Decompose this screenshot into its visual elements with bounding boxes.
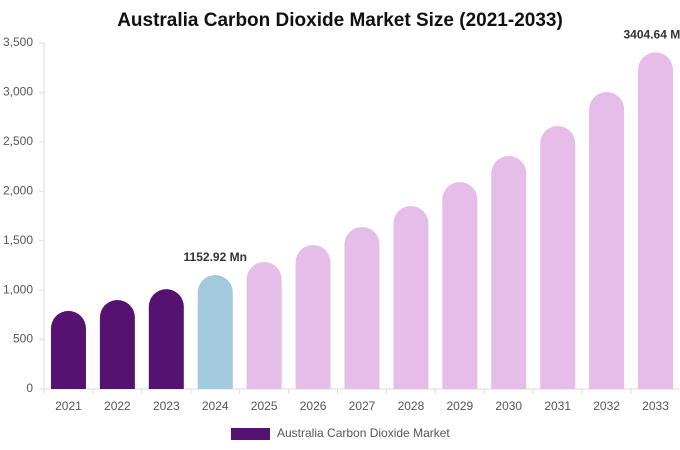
x-tick-label: 2026 [300, 399, 327, 413]
y-tick-label: 1,000 [3, 282, 33, 296]
legend-label: Australia Carbon Dioxide Market [277, 426, 450, 440]
bar [393, 206, 429, 389]
bar [99, 300, 135, 389]
y-tick-label: 3,500 [3, 35, 33, 49]
bar [442, 181, 478, 389]
y-tick-label: 2,000 [3, 183, 33, 197]
bar [50, 310, 86, 389]
x-tick-label: 2031 [544, 399, 571, 413]
x-tick-label: 2022 [104, 399, 131, 413]
bar [197, 275, 233, 389]
x-tick-label: 2021 [55, 399, 82, 413]
x-tick-label: 2027 [349, 399, 376, 413]
bar [295, 244, 331, 389]
x-tick-label: 2028 [398, 399, 425, 413]
x-tick-label: 2029 [446, 399, 473, 413]
x-tick-label: 2025 [251, 399, 278, 413]
x-tick-label: 2033 [642, 399, 669, 413]
bar [148, 289, 184, 389]
y-tick-label: 2,500 [3, 134, 33, 148]
y-tick-label: 1,500 [3, 233, 33, 247]
bar [638, 52, 674, 390]
x-tick-label: 2023 [153, 399, 180, 413]
x-tick-label: 2030 [495, 399, 522, 413]
chart-title: Australia Carbon Dioxide Market Size (20… [117, 10, 563, 31]
y-tick-label: 500 [13, 332, 33, 346]
x-tick-label: 2024 [202, 399, 229, 413]
y-tick-label: 0 [26, 381, 33, 395]
legend-swatch [231, 428, 270, 440]
bar [540, 126, 576, 389]
bar [344, 226, 380, 389]
data-label: 1152.92 Mn [184, 250, 247, 264]
bar [589, 92, 625, 389]
x-tick-label: 2032 [593, 399, 620, 413]
y-tick-label: 3,000 [3, 85, 33, 99]
bar [246, 261, 282, 389]
data-label: 3404.64 Mn [624, 28, 680, 42]
bar [491, 155, 527, 389]
